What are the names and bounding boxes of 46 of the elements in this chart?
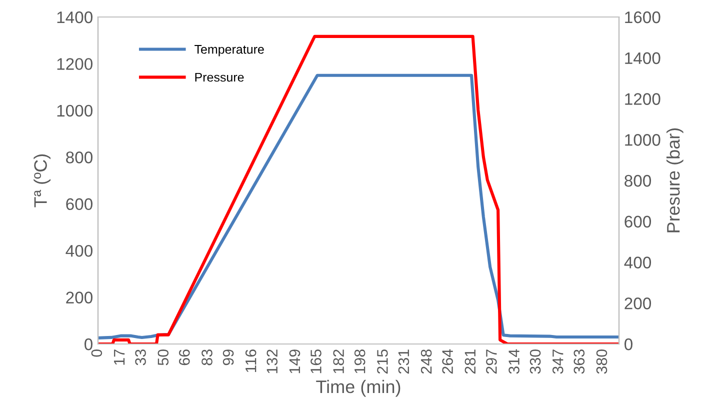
y2-tick-label: 0 [624,338,632,350]
y-tick-label: 800 [66,152,92,164]
x-tick-label: 264 [442,349,453,374]
x-tick-label: 33 [135,350,146,366]
legend-label: Temperature [194,45,264,56]
x-tick-label: 0 [91,349,102,357]
y-tick-label: 400 [66,244,92,257]
x-tick-label: 281 [464,350,476,374]
y-tick-label: 0 [84,338,92,350]
legend-label: Pressure [195,72,244,82]
y2-tick-label: 600 [624,216,652,228]
x-tick-label: 83 [202,350,212,366]
x-tick-label: 380 [596,349,608,374]
x-tick-label: 231 [398,350,410,374]
y2-tick-label: 1400 [625,52,660,64]
x-tick-label: 297 [486,350,497,374]
x-tick-label: 347 [552,350,564,374]
x-tick-label: 248 [420,350,432,374]
x-tick-label: 215 [377,350,388,374]
x-tick-label: 149 [289,350,300,374]
x-tick-label: 314 [508,349,520,374]
x-tick-label: 50 [158,349,169,366]
x-axis-title: Time (min) [316,380,400,397]
y-tick-label: 200 [66,292,92,304]
y2-axis-title: Presure (bar) [666,128,684,232]
x-tick-label: 165 [310,350,322,374]
x-tick-label: 198 [354,350,366,374]
y2-tick-label: 400 [624,256,652,268]
x-tick-label: 182 [333,350,344,374]
x-tick-label: 132 [266,350,278,374]
y2-tick-label: 800 [624,174,652,187]
y-tick-label: 1000 [57,104,92,117]
y-axis-title: Tª (ºC) [34,154,50,208]
x-tick-label: 363 [574,350,585,374]
y2-tick-label: 1600 [625,11,660,24]
x-tick-label: 66 [179,350,190,366]
y2-tick-label: 1000 [625,134,660,146]
x-tick-label: 330 [530,349,541,374]
y-tick-label: 1200 [57,58,92,70]
y2-tick-label: 1200 [625,93,660,105]
x-tick-label: 17 [114,350,125,365]
x-tick-label: 99 [222,350,234,366]
y-tick-label: 600 [66,198,92,210]
x-tick-label: 116 [245,350,256,372]
y2-tick-label: 200 [624,298,652,310]
y-tick-label: 1400 [57,11,92,24]
